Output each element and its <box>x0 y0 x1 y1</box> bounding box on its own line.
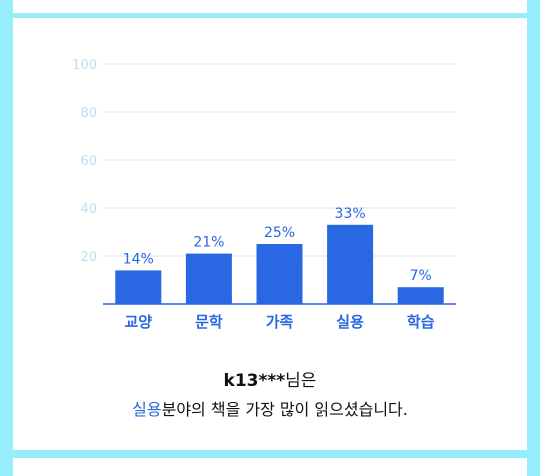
value-label-실용: 33% <box>335 206 366 222</box>
value-label-학습: 7% <box>410 268 432 284</box>
y-tick-label-100: 100 <box>72 58 97 73</box>
chart-card <box>13 18 527 450</box>
value-label-가족: 25% <box>264 225 295 241</box>
category-label-문학: 문학 <box>195 313 223 331</box>
category-label-학습: 학습 <box>407 313 435 331</box>
y-tick-label-40: 40 <box>80 202 97 217</box>
card-bottom-edge <box>13 458 527 476</box>
value-label-문학: 21% <box>193 235 224 251</box>
user-id: k13*** <box>223 371 286 391</box>
bar-문학 <box>185 253 232 304</box>
category-label-교양: 교양 <box>124 313 152 331</box>
bar-실용 <box>327 224 374 304</box>
bar-교양 <box>115 270 162 304</box>
card-top-edge <box>13 0 527 13</box>
chart-bars: 14% 교양 21% 문학 25% 가족 33% 실용 7% 학습 <box>115 206 444 331</box>
y-tick-label-20: 20 <box>80 250 97 265</box>
top-genre: 실용 <box>132 400 162 419</box>
bar-학습 <box>397 287 444 304</box>
bar-가족 <box>256 244 303 304</box>
chart-grid: 20 40 60 80 100 <box>72 58 456 265</box>
y-tick-label-80: 80 <box>80 106 97 121</box>
category-label-실용: 실용 <box>336 313 364 331</box>
user-suffix: 님은 <box>285 371 317 391</box>
category-label-가족: 가족 <box>266 313 294 331</box>
summary-user-line: k13***님은 <box>13 366 527 391</box>
genre-suffix: 분야의 책을 가장 많이 읽으셨습니다. <box>161 400 408 419</box>
summary-genre-line: 실용분야의 책을 가장 많이 읽으셨습니다. <box>13 396 527 420</box>
value-label-교양: 14% <box>123 251 154 267</box>
y-tick-label-60: 60 <box>80 154 97 169</box>
